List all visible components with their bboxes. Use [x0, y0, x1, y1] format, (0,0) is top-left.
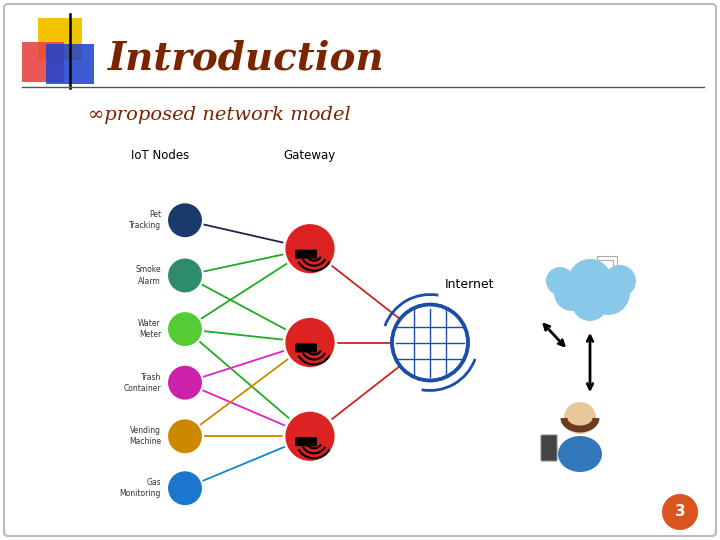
Text: Vending
Machine: Vending Machine — [129, 426, 161, 447]
Text: Water
Meter: Water Meter — [138, 319, 161, 339]
FancyBboxPatch shape — [541, 435, 557, 461]
Circle shape — [586, 271, 630, 315]
Circle shape — [167, 470, 203, 506]
Circle shape — [167, 311, 203, 347]
Circle shape — [167, 202, 203, 238]
Circle shape — [554, 275, 590, 311]
Circle shape — [564, 402, 596, 434]
Circle shape — [662, 494, 698, 530]
Circle shape — [604, 265, 636, 297]
Circle shape — [284, 316, 336, 368]
Circle shape — [284, 410, 336, 462]
Circle shape — [572, 285, 608, 321]
Circle shape — [167, 258, 203, 294]
Text: Smoke
Alarm: Smoke Alarm — [135, 266, 161, 286]
Circle shape — [392, 305, 468, 381]
FancyBboxPatch shape — [38, 18, 82, 60]
Circle shape — [546, 267, 574, 295]
Circle shape — [284, 222, 336, 275]
Text: 3: 3 — [675, 504, 685, 519]
FancyBboxPatch shape — [295, 343, 317, 353]
Text: Pet
Tracking: Pet Tracking — [129, 210, 161, 230]
Text: Introduction: Introduction — [108, 39, 384, 77]
FancyBboxPatch shape — [597, 256, 617, 282]
Text: Gas
Monitoring: Gas Monitoring — [120, 478, 161, 498]
FancyBboxPatch shape — [4, 4, 716, 536]
FancyBboxPatch shape — [295, 249, 317, 259]
Circle shape — [167, 418, 203, 454]
FancyBboxPatch shape — [593, 260, 613, 286]
Circle shape — [568, 259, 612, 303]
FancyBboxPatch shape — [22, 42, 64, 82]
Text: IoT Nodes: IoT Nodes — [131, 149, 189, 162]
Circle shape — [167, 364, 203, 401]
Text: Internet: Internet — [445, 278, 495, 291]
Text: Trash
Container: Trash Container — [123, 373, 161, 393]
Ellipse shape — [558, 436, 602, 472]
FancyBboxPatch shape — [295, 437, 317, 446]
Text: ∞proposed network model: ∞proposed network model — [88, 106, 351, 124]
Text: Gateway: Gateway — [284, 149, 336, 162]
FancyBboxPatch shape — [46, 44, 94, 84]
